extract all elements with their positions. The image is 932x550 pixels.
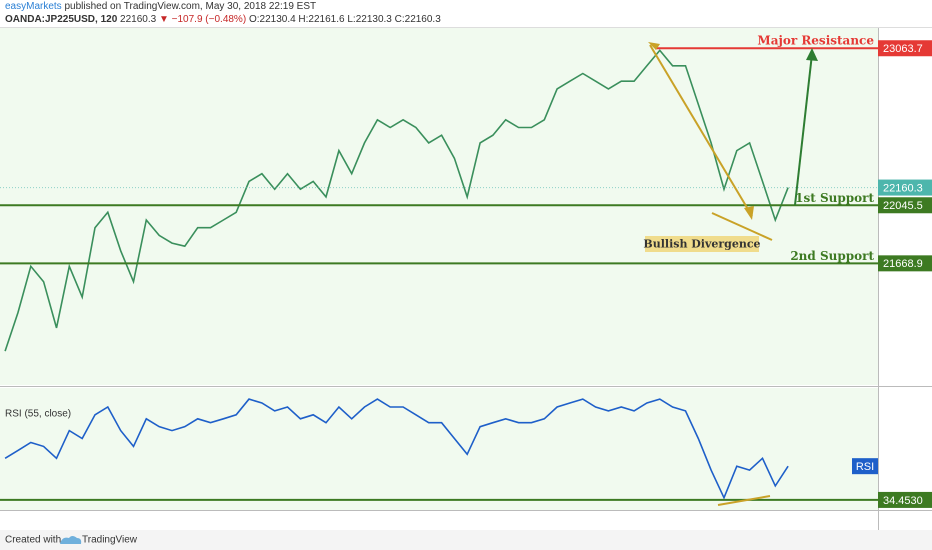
- last: 22160.3: [120, 14, 157, 25]
- annotation-box: [645, 236, 759, 252]
- price-label: 21668.9: [883, 258, 923, 270]
- footer-created: Created with: [5, 535, 61, 546]
- price-label-box: [878, 197, 932, 214]
- target-arrow: [794, 53, 813, 206]
- rsi-tag-box: [852, 458, 878, 475]
- arrow-head: [744, 206, 754, 220]
- rsi-title: RSI (55, close): [5, 409, 71, 420]
- ohlc: O:22130.4 H:22161.6 L:22130.3 C:22160.3: [249, 14, 441, 25]
- rsi-level-label: 34.4530: [883, 495, 923, 507]
- price-label: 22160.3: [883, 182, 923, 194]
- axes: 22160.3 23063.7 22045.5 21668.9 34.4530 RSI: [852, 40, 932, 508]
- symbol-line: OANDA:JP225USD, 120 22160.3 ▼ −107.9 (−0…: [5, 14, 441, 25]
- drawings: Bullish Divergence: [643, 42, 818, 506]
- rsi-level-box: [878, 491, 932, 508]
- rsi-tag: RSI: [856, 461, 874, 473]
- footer: [0, 530, 932, 550]
- logo: [60, 536, 82, 544]
- price-label-box: [878, 179, 932, 196]
- divergence-line: [711, 212, 773, 241]
- arrow-tail: [648, 42, 660, 50]
- series-line: [4, 49, 789, 352]
- plots: Major Resistance 1st Support 2nd Support: [0, 34, 878, 501]
- price-label: 23063.7: [883, 43, 923, 55]
- arrow-head: [806, 48, 818, 61]
- publisher: easyMarkets: [5, 1, 62, 12]
- price-pane: [0, 28, 878, 385]
- trend-arrow: [649, 44, 753, 217]
- rsi-divergence-line: [717, 495, 771, 506]
- header-line: easyMarkets published on TradingView.com…: [5, 1, 316, 12]
- annotation-text: Bullish Divergence: [643, 238, 760, 251]
- published: published on TradingView.com, May 30, 20…: [64, 1, 316, 12]
- level-name: 2nd Support: [790, 249, 874, 263]
- level-name: Major Resistance: [757, 34, 874, 48]
- change: ▼ −107.9 (−0.48%): [159, 14, 246, 25]
- price-label-box: [878, 40, 932, 57]
- price-label-box: [878, 255, 932, 272]
- symbol: OANDA:JP225USD, 120: [5, 14, 118, 25]
- series-line: [4, 398, 789, 500]
- footer-brand: TradingView: [82, 535, 138, 546]
- rsi-pane: [0, 388, 878, 510]
- level-name: 1st Support: [795, 191, 874, 205]
- price-label: 22045.5: [883, 200, 923, 212]
